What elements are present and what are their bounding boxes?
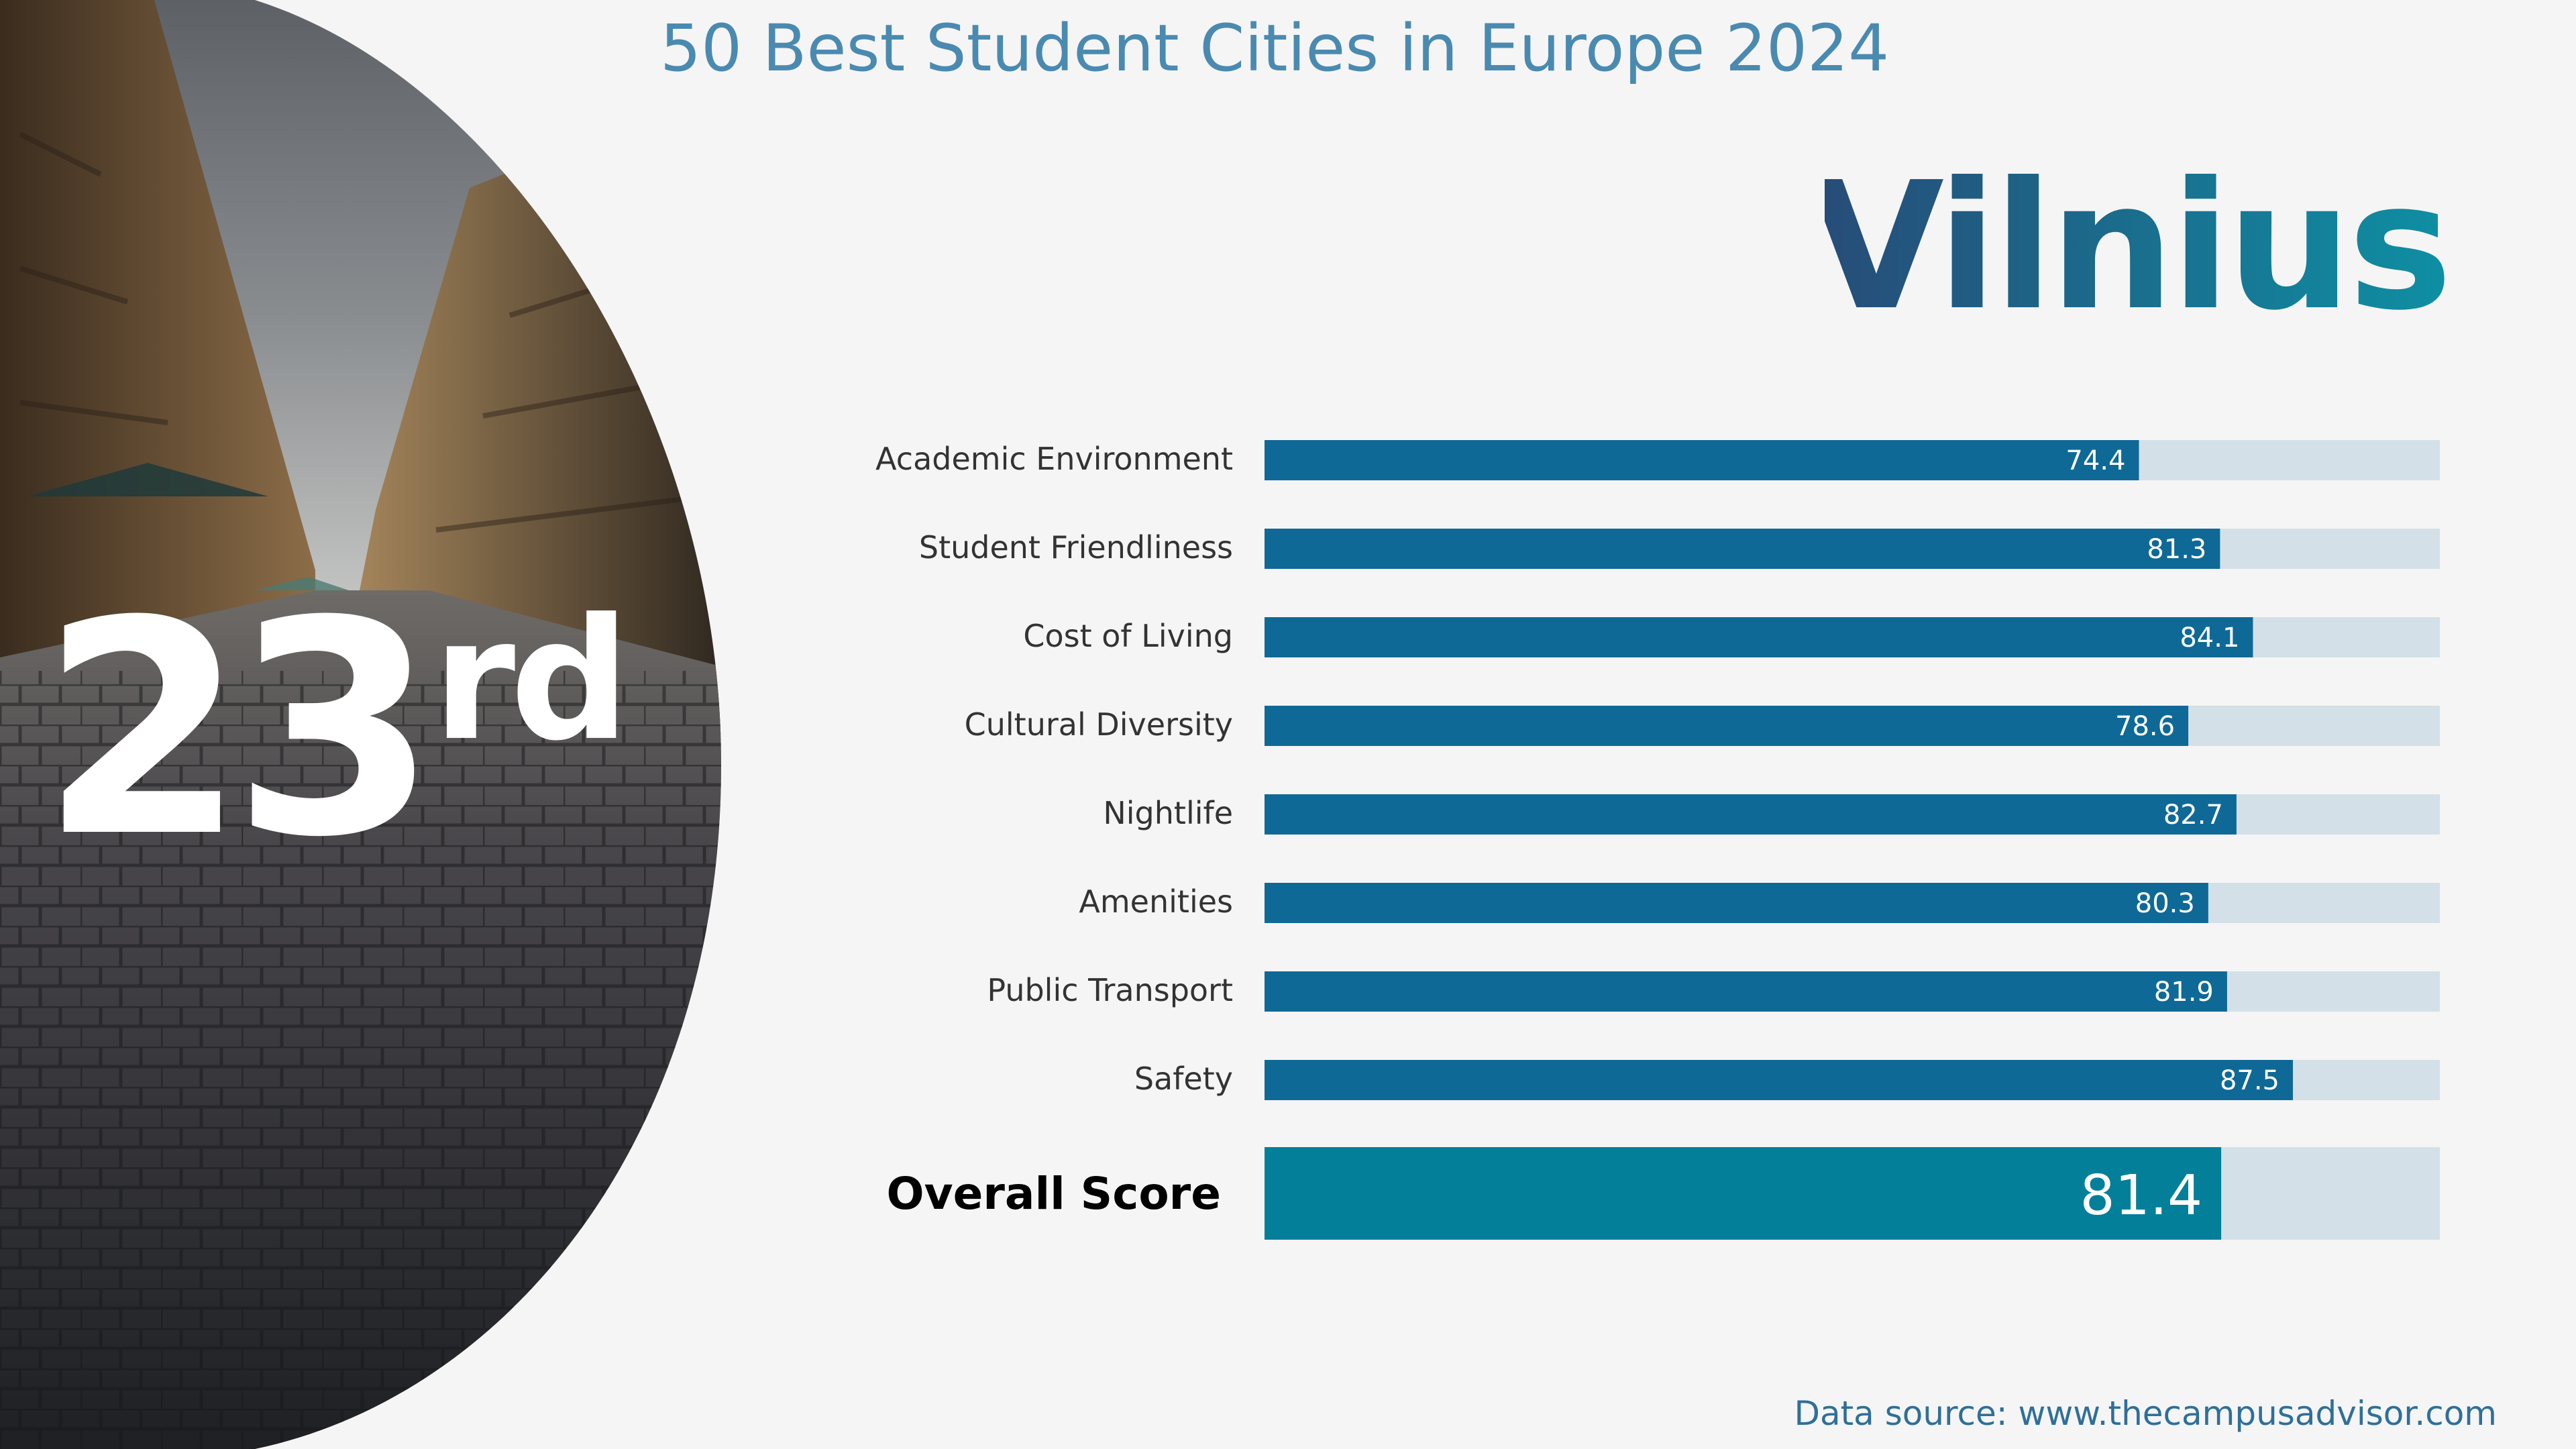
rank-suffix: rd (433, 582, 625, 777)
data-label: 81.3 (2147, 534, 2206, 565)
bar (1265, 1060, 2293, 1100)
page-title: 50 Best Student Cities in Europe 2024 (660, 11, 1890, 86)
data-label: 81.9 (2154, 977, 2214, 1008)
data-label: 82.7 (2163, 800, 2223, 830)
data-label: 78.6 (2115, 711, 2175, 742)
city-name-banner: Vilnius (1825, 144, 2453, 335)
city-street-photo (0, 0, 721, 1449)
city-name: Vilnius (1825, 144, 2449, 335)
category-label: Safety (1134, 1061, 1233, 1097)
category-label: Student Friendliness (919, 529, 1233, 566)
bar (1265, 706, 2189, 746)
category-label: Cultural Diversity (965, 706, 1233, 743)
data-label: 84.1 (2180, 623, 2239, 653)
bar (1265, 883, 2208, 923)
category-label: Academic Environment (875, 441, 1233, 477)
category-label: Amenities (1079, 883, 1233, 920)
data-source-note: Data source: www.thecampusadvisor.com (1794, 1394, 2497, 1433)
data-label: 80.3 (2135, 888, 2195, 919)
bar (1265, 440, 2139, 480)
overall-data-label: 81.4 (2080, 1164, 2203, 1228)
overall-bar (1265, 1147, 2222, 1240)
bar (1265, 529, 2220, 569)
category-label: Public Transport (987, 972, 1233, 1008)
bar (1265, 971, 2227, 1012)
category-label: Nightlife (1103, 795, 1233, 831)
rank-number: 23 (40, 558, 424, 902)
rank-badge: 23 rd (40, 558, 630, 902)
data-label: 87.5 (2220, 1065, 2279, 1096)
data-label: 74.4 (2065, 445, 2125, 476)
bar (1265, 617, 2253, 657)
category-label: Cost of Living (1023, 618, 1233, 654)
bar (1265, 794, 2237, 835)
overall-score-label: Overall Score (886, 1168, 1221, 1220)
